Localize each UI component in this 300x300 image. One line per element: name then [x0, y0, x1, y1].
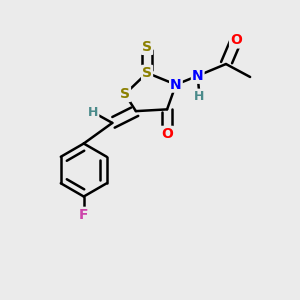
Text: O: O	[230, 34, 242, 47]
Text: N: N	[170, 78, 182, 92]
Text: S: S	[142, 66, 152, 80]
Text: H: H	[88, 106, 98, 119]
Text: S: S	[142, 40, 152, 54]
Text: O: O	[161, 127, 173, 141]
Text: S: S	[120, 87, 130, 101]
Text: H: H	[194, 90, 205, 103]
Text: F: F	[79, 208, 88, 222]
Text: N: N	[192, 69, 203, 83]
